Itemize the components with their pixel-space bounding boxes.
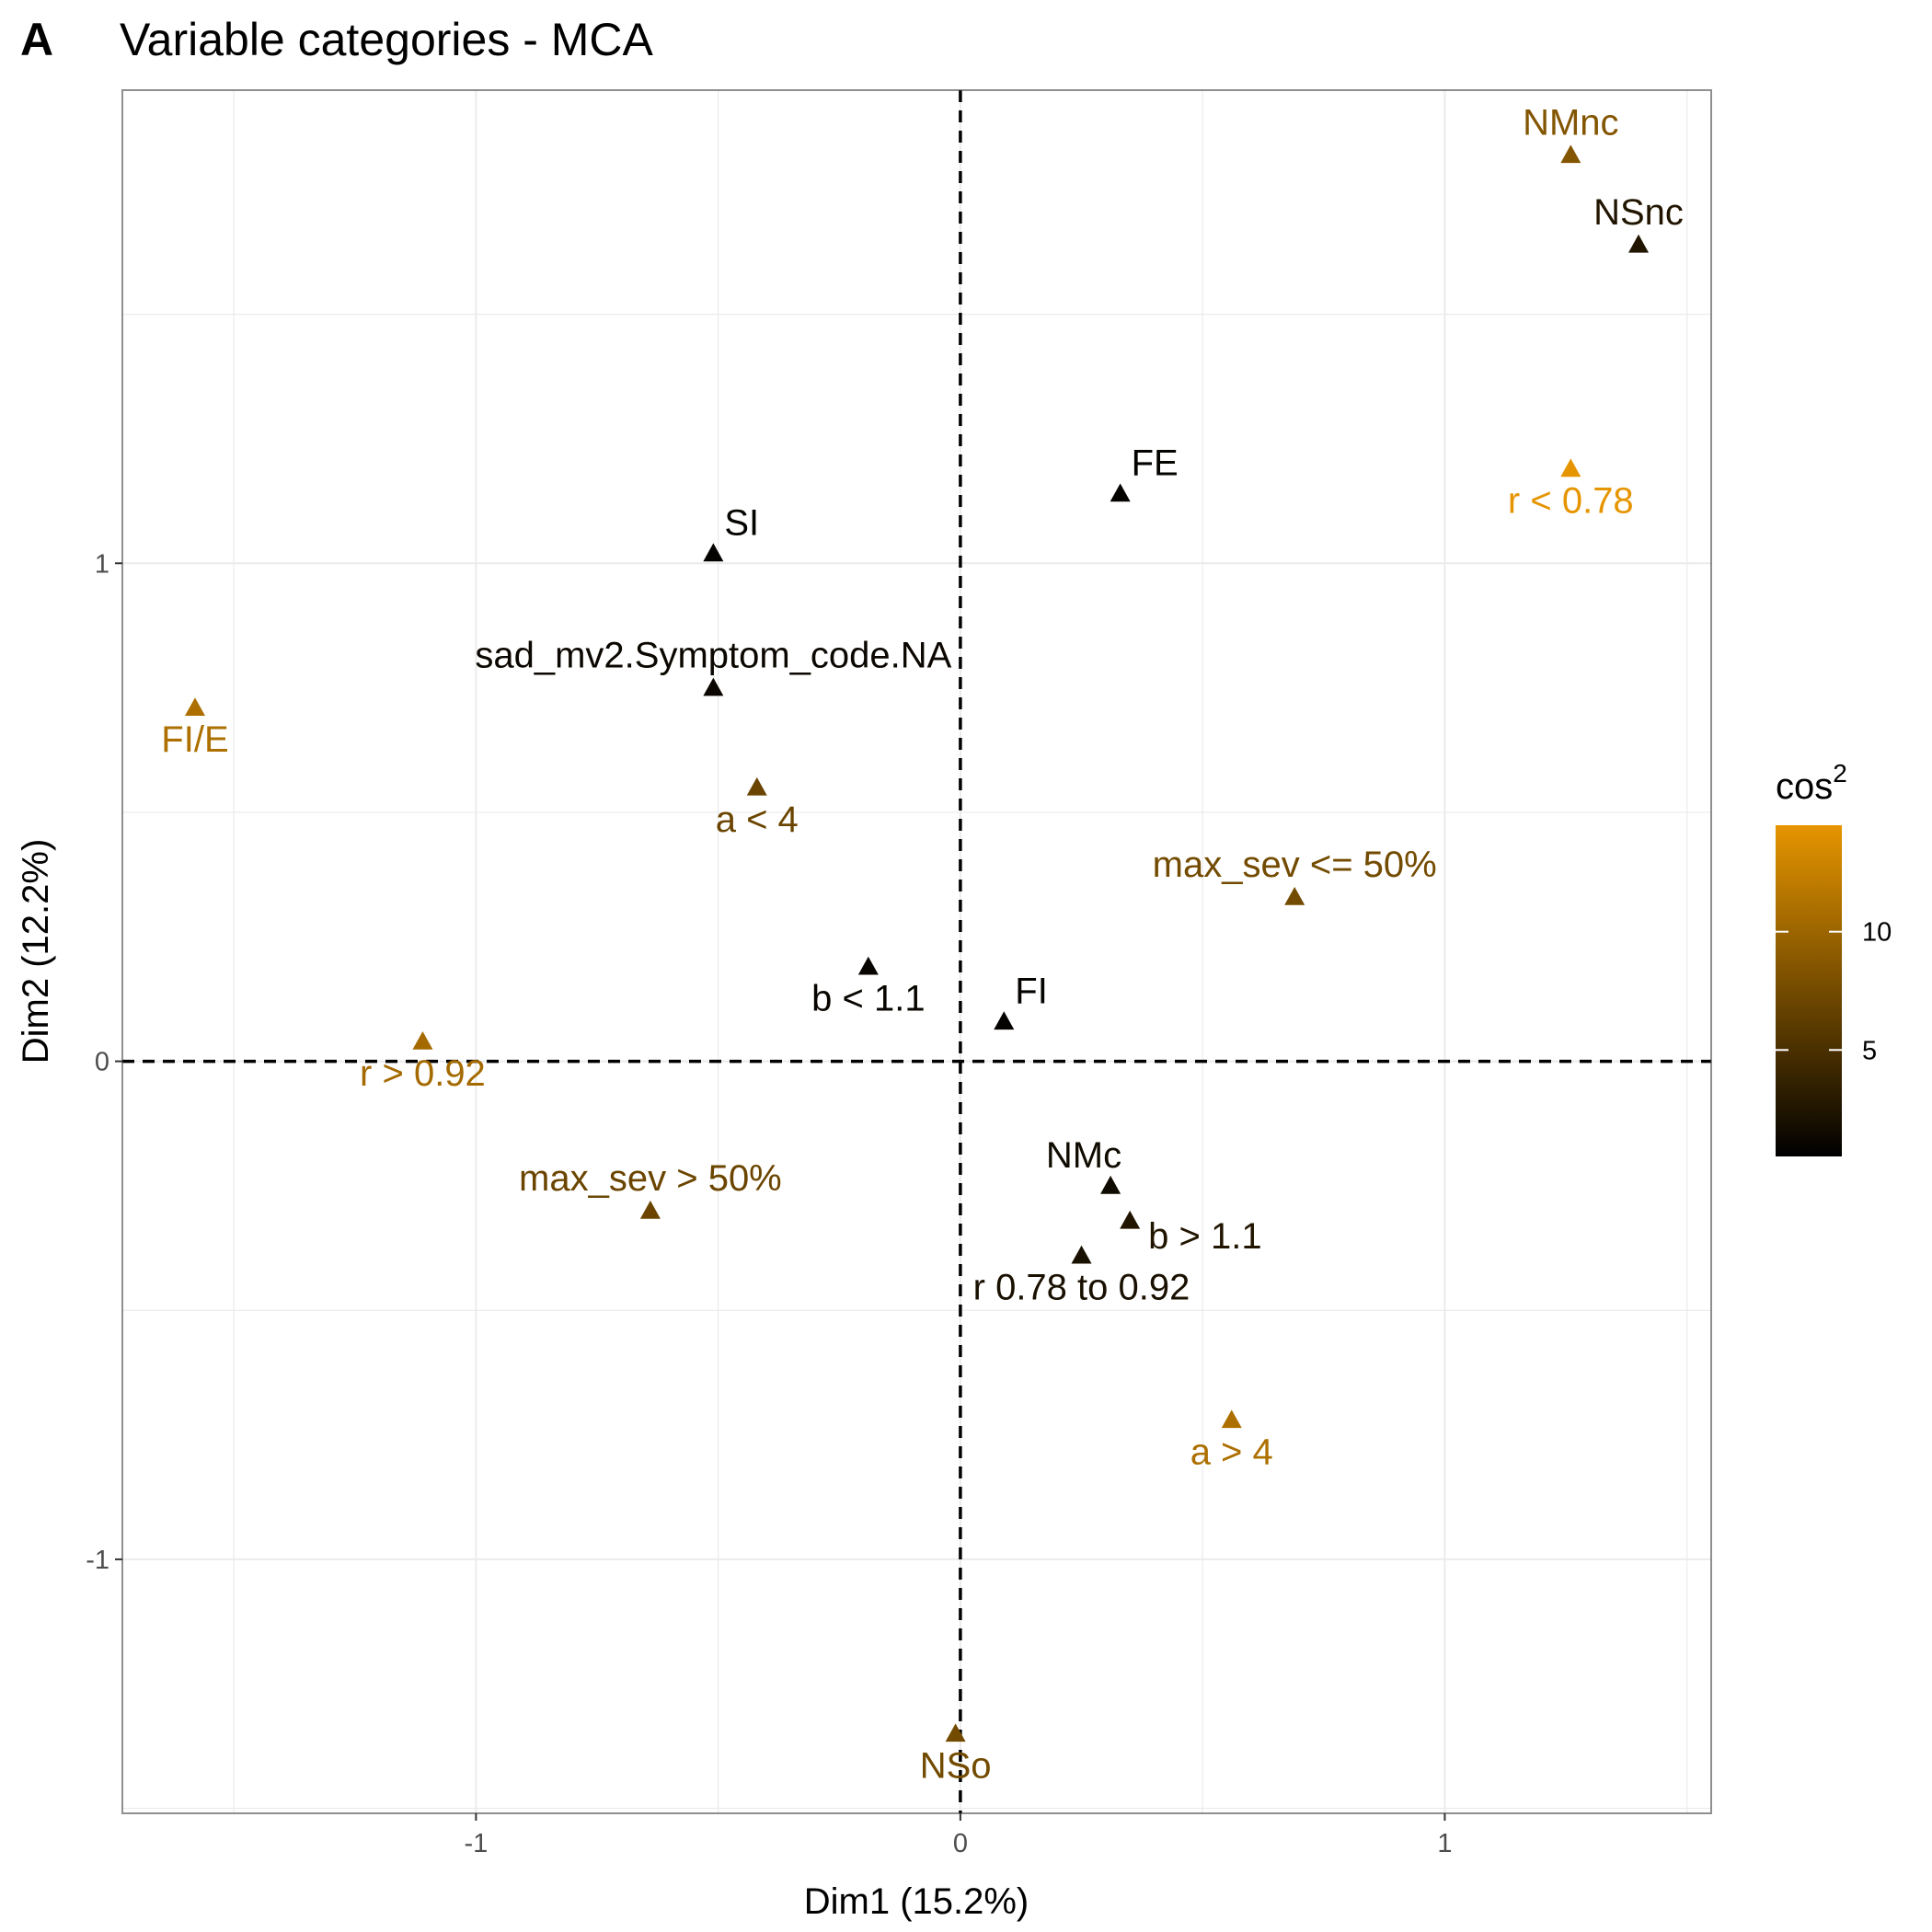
y-axis-title: Dim2 (12.2%) bbox=[16, 839, 56, 1064]
panel-tag: A bbox=[20, 14, 53, 65]
legend-title-superscript: 2 bbox=[1833, 759, 1847, 788]
point-marker bbox=[703, 677, 724, 696]
point-label: max_sev <= 50% bbox=[1153, 845, 1437, 885]
point-label: NSo bbox=[920, 1745, 992, 1786]
point-marker bbox=[945, 1723, 966, 1742]
point-label: FE bbox=[1132, 443, 1179, 483]
point-label: max_sev > 50% bbox=[519, 1158, 782, 1199]
x-tick-label: -1 bbox=[464, 1829, 488, 1858]
point-marker bbox=[1100, 1175, 1121, 1194]
point-label: r 0.78 to 0.92 bbox=[973, 1268, 1190, 1308]
point-label: a < 4 bbox=[716, 799, 799, 840]
point-marker bbox=[857, 956, 879, 975]
point-label: b > 1.1 bbox=[1148, 1216, 1261, 1257]
point-marker bbox=[1071, 1245, 1092, 1264]
point-marker bbox=[746, 776, 767, 796]
point-label: b < 1.1 bbox=[811, 979, 925, 1019]
point-label: sad_mv2.Symptom_code.NA bbox=[475, 636, 951, 676]
point-label: NMnc bbox=[1523, 102, 1618, 143]
point-marker bbox=[184, 697, 205, 717]
legend-ticks: 5 10 bbox=[1776, 918, 1892, 1065]
point-marker bbox=[703, 543, 724, 562]
point-label: FI bbox=[1015, 971, 1048, 1011]
reference-lines bbox=[122, 90, 1711, 1813]
point-marker bbox=[1560, 458, 1581, 477]
point-marker bbox=[1560, 144, 1581, 164]
point-label: FI/E bbox=[161, 719, 228, 760]
point-marker bbox=[994, 1011, 1015, 1030]
data-points: NMnc NSnc r < 0.78 FE SI sad_mv2.Symptom_code… bbox=[161, 102, 1684, 1786]
y-tick-label: 0 bbox=[95, 1048, 109, 1077]
point-marker bbox=[1284, 886, 1305, 905]
point-marker bbox=[1221, 1409, 1242, 1429]
point-marker bbox=[1110, 483, 1131, 502]
point-marker bbox=[1120, 1210, 1141, 1229]
x-tick-label: 0 bbox=[953, 1829, 968, 1858]
legend-title: cos2 bbox=[1776, 759, 1847, 807]
legend-colorbar bbox=[1776, 825, 1842, 1156]
point-label: SI bbox=[724, 502, 759, 543]
point-label: r < 0.78 bbox=[1508, 480, 1634, 521]
point-marker bbox=[639, 1200, 661, 1219]
legend-tick-label: 5 bbox=[1862, 1036, 1877, 1065]
chart-title: Variable categories - MCA bbox=[120, 14, 654, 65]
point-label: NSnc bbox=[1593, 192, 1684, 233]
x-axis-title: Dim1 (15.2%) bbox=[804, 1881, 1029, 1922]
point-label: NMc bbox=[1046, 1135, 1121, 1176]
legend-tick-label: 10 bbox=[1862, 918, 1892, 948]
point-marker bbox=[1628, 234, 1650, 253]
point-label: a > 4 bbox=[1190, 1432, 1273, 1472]
point-marker bbox=[412, 1030, 433, 1050]
axis-ticks: -1 0 1 -1 0 1 bbox=[86, 549, 1452, 1858]
plot-panel-background bbox=[122, 90, 1711, 1813]
y-tick-label: -1 bbox=[86, 1546, 109, 1575]
point-label: r > 0.92 bbox=[360, 1053, 486, 1094]
y-tick-label: 1 bbox=[95, 549, 109, 579]
legend-title-base: cos bbox=[1776, 766, 1833, 807]
color-legend: cos2 5 10 bbox=[1776, 759, 1892, 1156]
x-tick-label: 1 bbox=[1437, 1829, 1452, 1858]
plot-panel-border bbox=[121, 89, 1712, 1814]
